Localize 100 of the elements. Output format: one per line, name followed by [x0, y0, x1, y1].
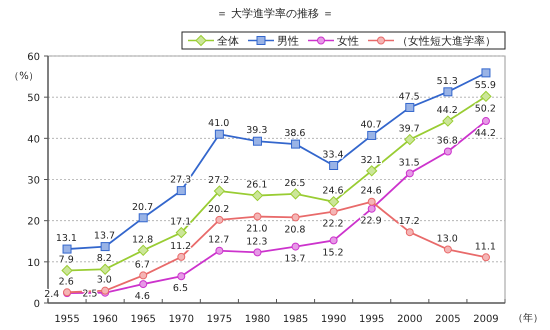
data-label: 26.5: [284, 178, 306, 189]
data-label: 12.7: [208, 234, 230, 246]
data-label: 20.8: [284, 224, 306, 236]
data-label: 21.0: [246, 224, 268, 235]
x-tick-label: 1965: [130, 314, 156, 325]
data-label: 31.5: [398, 157, 420, 168]
data-label: 11.2: [170, 240, 192, 252]
point: [215, 216, 224, 224]
y-tick-label: 0: [34, 299, 40, 310]
data-label: 12.8: [132, 234, 154, 246]
point: [139, 271, 148, 280]
data-label: 20.2: [208, 204, 230, 215]
data-label: 8.2: [96, 253, 112, 264]
x-tick-label: 1990: [320, 314, 346, 325]
data-label: 26.1: [246, 180, 268, 191]
point: [480, 90, 492, 102]
data-label: 44.2: [474, 128, 496, 140]
point: [177, 272, 186, 280]
x-tick-label: 1970: [168, 314, 194, 325]
point: [330, 208, 338, 216]
data-label: 38.6: [284, 128, 306, 140]
x-tick-label: 2005: [435, 314, 461, 325]
point: [253, 248, 262, 256]
point: [368, 198, 376, 206]
data-label: 17.2: [398, 216, 420, 228]
point: [62, 264, 73, 276]
point: [177, 252, 186, 261]
y-tick-label: 30: [27, 176, 40, 186]
data-label: 7.9: [58, 254, 74, 266]
data-label: 32.1: [360, 154, 382, 166]
point: [368, 204, 376, 213]
chart-title: ＝ 大学進学率の推移 ＝: [216, 7, 334, 20]
y-tick-label: 60: [27, 52, 40, 63]
x-tick-label: 1980: [244, 314, 270, 325]
data-label: 17.1: [170, 216, 192, 228]
point: [139, 280, 148, 288]
data-label: 39.7: [398, 124, 420, 135]
point: [444, 245, 452, 254]
y-tick-label: 50: [27, 93, 40, 104]
point: [290, 188, 302, 200]
legend-label: （女性短大進学率）: [397, 34, 496, 48]
x-tick-label: 2000: [397, 314, 423, 325]
data-label: 33.4: [322, 150, 344, 161]
point: [214, 186, 225, 197]
legend-label: 女性: [337, 34, 359, 48]
data-label: 24.6: [360, 186, 382, 197]
point: [482, 253, 490, 262]
x-axis-title: （年）: [513, 312, 543, 324]
data-label: 22.2: [322, 218, 344, 230]
point: [292, 242, 300, 251]
point: [138, 244, 149, 256]
point: [366, 165, 378, 176]
data-label: 39.3: [246, 125, 268, 136]
point: [406, 169, 414, 178]
data-label: 13.0: [436, 233, 458, 244]
data-label: 24.6: [322, 186, 344, 197]
data-label: 6.5: [172, 283, 188, 294]
point: [100, 264, 111, 275]
point: [330, 236, 338, 244]
data-label: 13.7: [284, 254, 306, 265]
data-label: 2.6: [58, 276, 74, 288]
x-tick-label: 1960: [92, 314, 118, 325]
data-label: 22.9: [360, 216, 382, 227]
point: [444, 148, 452, 156]
x-tick-label: 1975: [206, 314, 232, 325]
y-axis-title: （%）: [9, 71, 39, 82]
data-label: 40.7: [360, 119, 382, 130]
data-label: 13.1: [56, 233, 77, 244]
point: [367, 130, 376, 140]
data-label: 20.7: [132, 202, 154, 213]
x-tick-label: 1955: [54, 314, 80, 325]
legend-label: 全体: [217, 34, 239, 48]
data-label: 36.8: [436, 136, 458, 147]
data-label: 44.2: [436, 105, 458, 116]
point: [214, 130, 224, 139]
point: [328, 196, 340, 208]
x-tick-label: 1995: [358, 314, 384, 325]
point: [253, 212, 262, 221]
data-label: 6.7: [134, 259, 150, 270]
point: [292, 213, 300, 222]
y-tick-label: 20: [27, 216, 40, 228]
y-tick-label: 10: [27, 258, 40, 269]
point: [138, 213, 148, 222]
point: [215, 246, 224, 255]
point: [176, 227, 187, 238]
x-tick-label: 2009: [473, 314, 499, 325]
data-label: 11.1: [474, 241, 496, 252]
point: [291, 140, 300, 149]
point: [62, 244, 72, 254]
point: [405, 102, 414, 112]
point: [442, 116, 454, 127]
data-label: 50.2: [474, 103, 496, 114]
data-label: 47.5: [398, 91, 420, 102]
point: [481, 68, 490, 78]
data-label: 12.3: [246, 236, 268, 248]
legend-label: 男性: [277, 34, 299, 48]
point: [176, 186, 186, 196]
point: [252, 190, 263, 202]
point: [329, 161, 338, 170]
x-tick-label: 1985: [282, 314, 308, 325]
